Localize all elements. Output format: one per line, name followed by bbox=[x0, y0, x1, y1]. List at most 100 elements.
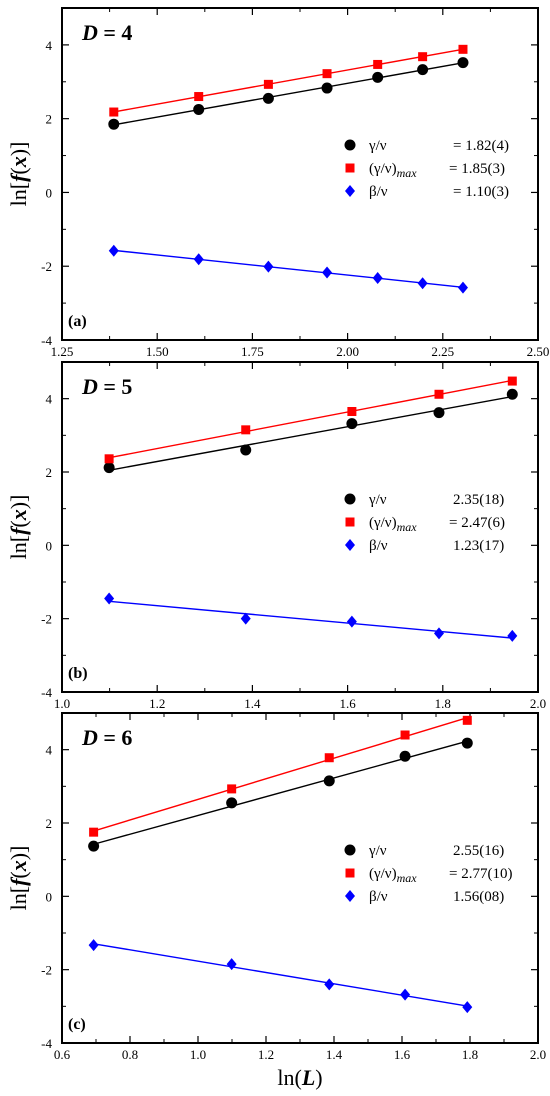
legend-label-beta: β/ν bbox=[369, 538, 388, 554]
y-axis-title: ln[f(x)] bbox=[6, 846, 31, 911]
x-tick-label: 1.4 bbox=[326, 1047, 343, 1062]
legend-label-gamma_max: (γ/ν)max bbox=[369, 515, 417, 534]
x-tick-label: 2.25 bbox=[431, 344, 454, 359]
data-point-beta bbox=[108, 244, 119, 257]
x-tick-label: 1.2 bbox=[149, 696, 165, 711]
legend-marker-gamma_max bbox=[345, 163, 355, 173]
data-point-beta bbox=[104, 592, 115, 605]
legend-marker-gamma bbox=[344, 493, 356, 505]
data-point-gamma_max bbox=[418, 52, 428, 62]
panel-3: 0.6 0.8 1.0 1.2 1.4 1.6 1.8 2.0 -4 -2 0 2 4 ln[f(x)] l… bbox=[6, 712, 546, 1090]
data-point-beta bbox=[193, 253, 204, 266]
legend-value-gamma_max: = 2.77(10) bbox=[449, 866, 512, 882]
data-point-gamma bbox=[506, 388, 518, 400]
fit-line-gamma_max bbox=[93, 717, 468, 832]
fit-line-gamma bbox=[113, 62, 464, 126]
data-point-gamma bbox=[457, 57, 469, 69]
legend-label-gamma_max: (γ/ν)max bbox=[369, 866, 417, 885]
data-point-beta bbox=[372, 272, 383, 285]
y-tick-label: 4 bbox=[46, 743, 53, 758]
x-tick-label: 1.6 bbox=[394, 1047, 411, 1062]
legend-marker-gamma bbox=[344, 139, 356, 151]
y-tick-label: 2 bbox=[46, 112, 53, 127]
data-point-gamma_max bbox=[373, 59, 383, 69]
data-point-gamma_max bbox=[227, 784, 237, 794]
data-point-gamma_max bbox=[324, 753, 334, 763]
x-tick-label: 2.0 bbox=[530, 696, 546, 711]
data-point-beta bbox=[462, 1001, 473, 1014]
data-point-gamma_max bbox=[458, 44, 468, 54]
fit-line-beta bbox=[109, 600, 513, 639]
x-tick-label: 1.0 bbox=[190, 1047, 206, 1062]
data-point-gamma bbox=[399, 750, 411, 762]
panel-2: 1.0 1.2 1.4 1.6 1.8 2.0 -4 -2 0 2 4 ln[f(x)] D = 5 (b… bbox=[6, 361, 546, 711]
legend-value-beta: 1.56(08) bbox=[453, 889, 504, 905]
data-point-beta bbox=[240, 612, 251, 625]
legend-label-gamma: γ/ν bbox=[368, 492, 387, 508]
data-point-beta bbox=[226, 958, 237, 971]
x-tick-label: 1.50 bbox=[146, 344, 169, 359]
y-axis-title: ln[f(x)] bbox=[6, 495, 31, 560]
legend-marker-beta bbox=[345, 890, 355, 902]
data-point-gamma bbox=[88, 840, 100, 852]
y-tick-label: -2 bbox=[41, 612, 52, 627]
y-tick-label: 2 bbox=[46, 465, 53, 480]
y-tick-label: -4 bbox=[41, 333, 52, 348]
x-tick-label: 1.2 bbox=[258, 1047, 274, 1062]
panel-title: D = 4 bbox=[81, 20, 132, 45]
x-tick-label: 1.25 bbox=[51, 344, 74, 359]
data-point-gamma bbox=[226, 797, 238, 809]
y-tick-label: -4 bbox=[41, 1036, 52, 1051]
data-point-gamma bbox=[108, 118, 120, 130]
fit-line-gamma_max bbox=[113, 48, 464, 113]
y-tick-label: 0 bbox=[46, 538, 53, 553]
panel-label: (a) bbox=[68, 313, 87, 330]
data-point-gamma_max bbox=[241, 425, 251, 435]
legend-value-gamma: 2.55(16) bbox=[453, 843, 504, 859]
legend-marker-gamma_max bbox=[345, 868, 355, 878]
legend-marker-gamma_max bbox=[345, 517, 355, 527]
panel-label: (c) bbox=[68, 1016, 86, 1033]
x-axis-title: ln(L) bbox=[277, 1065, 322, 1090]
data-point-gamma bbox=[417, 64, 429, 76]
x-tick-label: 1.4 bbox=[244, 696, 261, 711]
legend-value-gamma_max: = 1.85(3) bbox=[449, 161, 505, 177]
x-tick-label: 1.75 bbox=[241, 344, 264, 359]
data-point-gamma_max bbox=[434, 389, 444, 399]
data-point-gamma_max bbox=[322, 69, 332, 79]
x-tick-label: 2.00 bbox=[336, 344, 359, 359]
data-point-beta bbox=[263, 260, 274, 273]
fit-line-gamma bbox=[93, 740, 468, 845]
data-point-gamma bbox=[461, 737, 473, 749]
data-point-gamma_max bbox=[263, 79, 273, 89]
data-point-gamma_max bbox=[109, 107, 119, 117]
x-tick-label: 1.6 bbox=[339, 696, 356, 711]
data-point-beta bbox=[346, 615, 357, 628]
data-point-gamma bbox=[193, 103, 205, 115]
x-tick-label: 2.50 bbox=[527, 344, 550, 359]
legend-label-gamma: γ/ν bbox=[368, 843, 387, 859]
data-point-beta bbox=[400, 988, 411, 1001]
x-tick-label: 1.8 bbox=[435, 696, 451, 711]
legend-value-gamma_max: = 2.47(6) bbox=[449, 515, 505, 531]
panel-1: 1.25 1.50 1.75 2.00 2.25 2.50 -4 -2 0 2 4 ln[f(x)] D… bbox=[6, 7, 550, 359]
x-tick-label: 1.0 bbox=[54, 696, 70, 711]
data-point-gamma bbox=[103, 462, 115, 474]
y-tick-label: -2 bbox=[41, 963, 52, 978]
y-axis-title: ln[f(x)] bbox=[6, 142, 31, 207]
x-tick-label: 0.8 bbox=[122, 1047, 138, 1062]
data-point-beta bbox=[322, 266, 333, 279]
data-point-gamma_max bbox=[507, 376, 517, 386]
y-tick-label: 4 bbox=[46, 392, 53, 407]
data-point-gamma bbox=[372, 71, 384, 83]
legend-label-gamma_max: (γ/ν)max bbox=[369, 161, 417, 180]
data-point-beta bbox=[507, 629, 518, 642]
x-tick-label: 0.6 bbox=[54, 1047, 71, 1062]
data-point-beta bbox=[457, 281, 468, 294]
legend-marker-gamma bbox=[344, 844, 356, 856]
fit-line-gamma_max bbox=[108, 379, 513, 459]
legend-value-beta: = 1.10(3) bbox=[453, 184, 509, 200]
data-point-gamma_max bbox=[194, 92, 204, 102]
legend-value-gamma: = 1.82(4) bbox=[453, 138, 509, 154]
